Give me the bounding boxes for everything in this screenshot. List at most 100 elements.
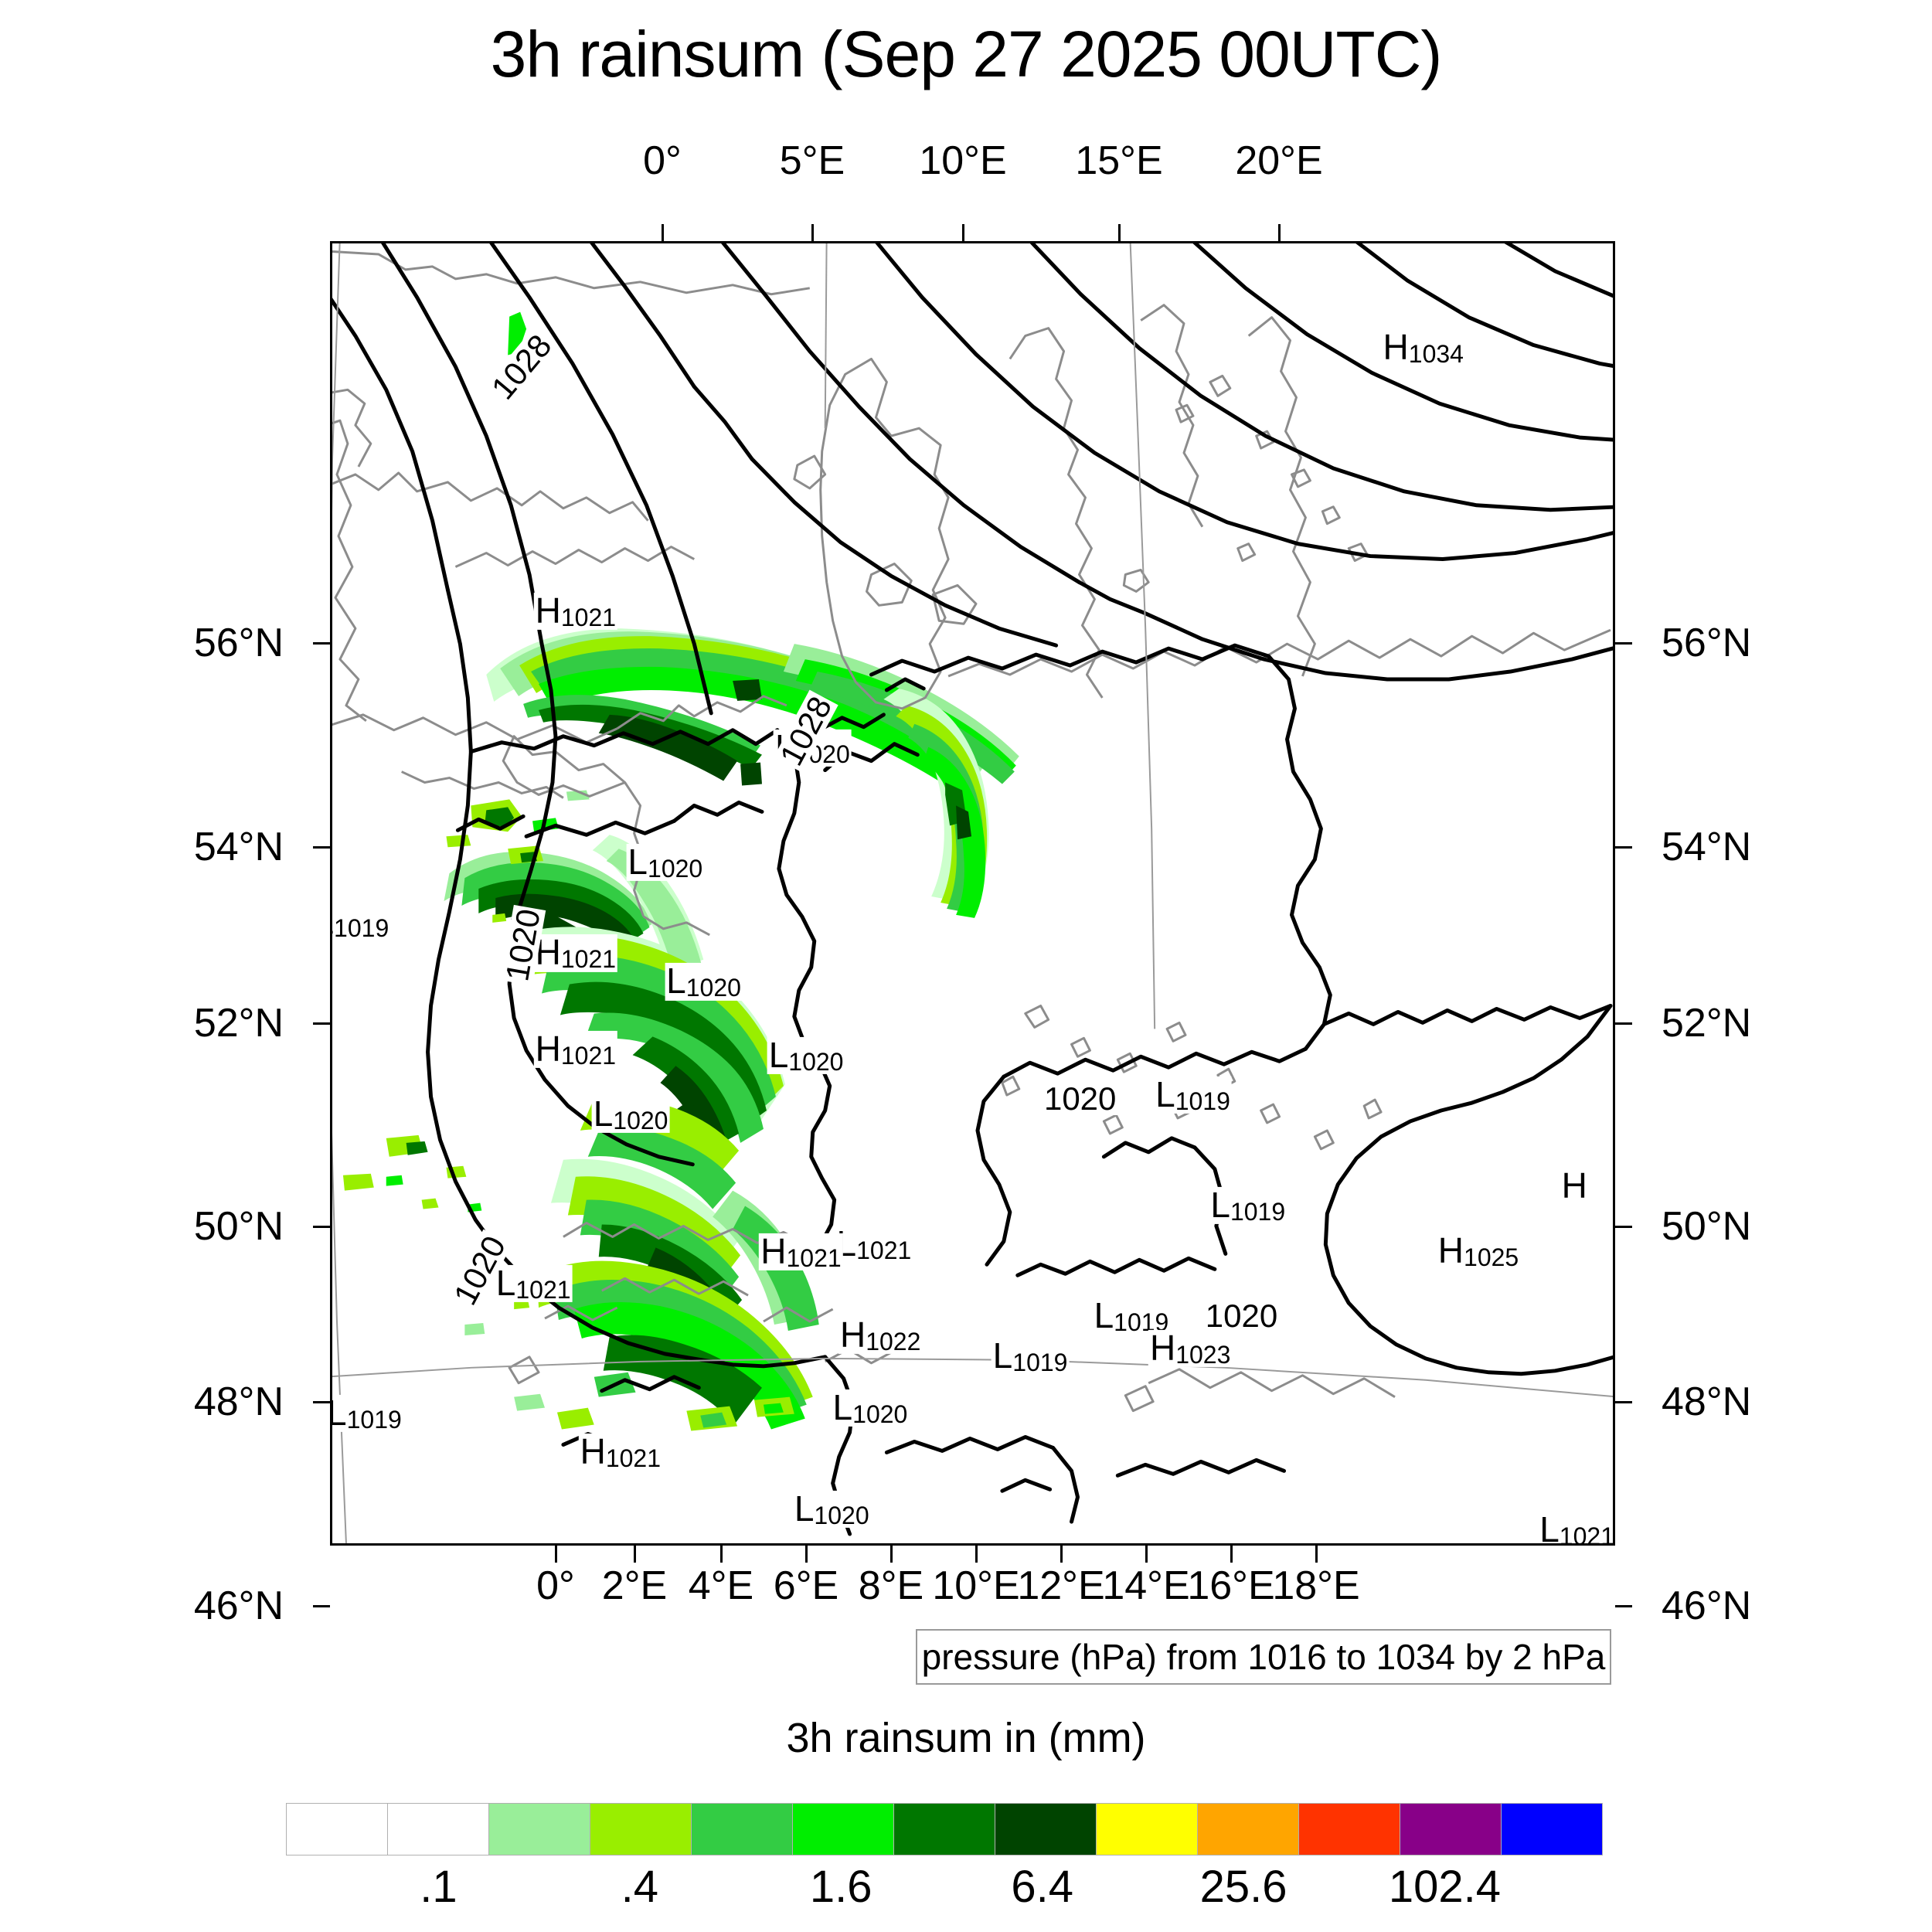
colorbar[interactable]: [286, 1803, 1603, 1855]
axis-label-left: 54°N: [193, 825, 284, 869]
pressure-center-symbol: L: [1094, 1294, 1114, 1335]
axis-label-right: 48°N: [1662, 1379, 1752, 1424]
pressure-center-value: 1020: [788, 1048, 844, 1077]
axis-tick-top: [662, 224, 664, 241]
pressure-legend-box: pressure (hPa) from 1016 to 1034 by 2 hP…: [916, 1629, 1611, 1685]
axis-tick-right: [1615, 1401, 1632, 1403]
pressure-center-l: L1020: [831, 1386, 910, 1429]
axis-label-left: 50°N: [193, 1204, 284, 1249]
pressure-center-value: 1019: [334, 914, 389, 943]
colorbar-segment-5[interactable]: [792, 1804, 893, 1855]
colorbar-segment-3[interactable]: [590, 1804, 691, 1855]
pressure-center-l: L1020: [767, 1037, 845, 1077]
colorbar-segment-7[interactable]: [995, 1804, 1096, 1855]
pressure-center-symbol: H: [1437, 1230, 1464, 1270]
colorbar-tick-label: 102.4: [1388, 1862, 1502, 1912]
colorbar-segment-0[interactable]: [287, 1804, 387, 1855]
pressure-center-h: H1021: [578, 1431, 663, 1473]
pressure-center-value: 1019: [346, 1405, 402, 1434]
pressure-center-value: 1021: [560, 604, 617, 632]
pressure-center-h: H1021: [533, 592, 618, 632]
colorbar-segment-1[interactable]: [387, 1804, 488, 1855]
pressure-center-value: 1021: [560, 945, 617, 974]
pressure-center-symbol: L: [832, 1386, 853, 1427]
pressure-center-l: L1019: [1092, 1294, 1171, 1335]
pressure-center-value: 1021: [560, 1041, 617, 1070]
pressure-center-symbol: H: [580, 1431, 606, 1472]
pressure-center-value: 1020: [852, 1400, 908, 1429]
axis-label-left: 52°N: [193, 1001, 284, 1046]
pressure-center-value: 1022: [866, 1327, 921, 1355]
colorbar-segment-2[interactable]: [488, 1804, 590, 1855]
colorbar-segment-12[interactable]: [1501, 1804, 1602, 1855]
axis-label-bottom: 4°E: [688, 1563, 754, 1608]
axis-label-top: 5°E: [779, 138, 845, 183]
pressure-center-l: L1021: [1538, 1509, 1614, 1546]
isobar-label: 1020: [1202, 1299, 1281, 1332]
axis-label-left: 48°N: [193, 1379, 284, 1424]
pressure-center-l: L1019: [332, 903, 391, 943]
axis-tick-left: [313, 1605, 330, 1607]
pressure-center-l: L1020: [626, 843, 705, 883]
axis-label-bottom: 2°E: [601, 1563, 668, 1608]
pressure-center-value: 1021: [515, 1275, 571, 1304]
pressure-center-symbol: L: [1210, 1184, 1230, 1225]
axis-tick-bottom: [1060, 1546, 1063, 1563]
axis-label-right: 46°N: [1662, 1583, 1752, 1628]
axis-label-bottom: 16°E: [1187, 1563, 1275, 1608]
map-canvas: [332, 243, 1613, 1543]
axis-label-bottom: 8°E: [858, 1563, 924, 1608]
pressure-center-value: 1020: [648, 854, 703, 883]
axis-tick-top: [1118, 224, 1121, 241]
axis-tick-left: [313, 1401, 330, 1403]
pressure-center-l: L1020: [665, 963, 743, 1001]
colorbar-segment-11[interactable]: [1400, 1804, 1501, 1855]
axis-label-bottom: 18°E: [1272, 1563, 1360, 1608]
axis-tick-bottom: [634, 1546, 636, 1563]
axis-label-top: 0°: [643, 138, 682, 183]
axis-tick-top: [811, 224, 814, 241]
axis-tick-bottom: [555, 1546, 557, 1563]
pressure-center-h: H1025: [1436, 1230, 1521, 1271]
pressure-center-l: L1021: [835, 1226, 913, 1264]
pressure-center-value: 1020: [814, 1502, 869, 1530]
colorbar-tick-label: 25.6: [1199, 1862, 1287, 1912]
pressure-center-value: 1019: [1175, 1087, 1230, 1115]
pressure-center-symbol: H: [760, 1231, 787, 1272]
pressure-center-h: H1022: [838, 1314, 923, 1355]
axis-tick-bottom: [890, 1546, 893, 1563]
pressure-center-value: 1023: [1175, 1340, 1231, 1369]
colorbar-segment-6[interactable]: [893, 1804, 995, 1855]
axis-tick-right: [1615, 1605, 1632, 1607]
pressure-center-symbol: L: [593, 1093, 614, 1134]
pressure-center-symbol: H: [839, 1314, 866, 1355]
colorbar-segment-8[interactable]: [1096, 1804, 1197, 1855]
pressure-center-l: L1020: [792, 1488, 871, 1530]
graticule: [332, 243, 1613, 1543]
axis-label-bottom: 12°E: [1017, 1563, 1105, 1608]
pressure-center-value: 1025: [1464, 1243, 1519, 1271]
pressure-center-value: 1021: [605, 1444, 662, 1473]
pressure-center-l: L1019: [332, 1394, 403, 1434]
pressure-center-symbol: L: [1539, 1509, 1560, 1546]
pressure-center-symbol: L: [992, 1335, 1013, 1376]
pressure-center-l: L1021: [494, 1264, 573, 1304]
axis-label-right: 56°N: [1662, 621, 1752, 665]
pressure-center-symbol: H: [1561, 1165, 1587, 1206]
page-title: 3h rainsum (Sep 27 2025 00UTC): [490, 18, 1443, 90]
axis-tick-top: [962, 224, 964, 241]
axis-tick-right: [1615, 642, 1632, 645]
map-panel[interactable]: H1034H1021L1020L1019L1020H1021H1021L1020…: [330, 241, 1615, 1546]
pressure-center-value: 1019: [1012, 1348, 1068, 1376]
colorbar-labels: .1 .4 1.6 6.4 25.6 102.4: [286, 1861, 1601, 1923]
axis-tick-left: [313, 1226, 330, 1228]
colorbar-title: 3h rainsum in (mm): [786, 1715, 1146, 1761]
axis-label-bottom: 10°E: [932, 1563, 1020, 1608]
pressure-center-value: 1021: [1559, 1522, 1614, 1546]
axis-tick-bottom: [720, 1546, 723, 1563]
pressure-center-symbol: L: [794, 1488, 815, 1529]
colorbar-segment-4[interactable]: [691, 1804, 792, 1855]
pressure-center-symbol: H: [535, 1028, 561, 1069]
colorbar-segment-9[interactable]: [1197, 1804, 1298, 1855]
colorbar-segment-10[interactable]: [1298, 1804, 1400, 1855]
